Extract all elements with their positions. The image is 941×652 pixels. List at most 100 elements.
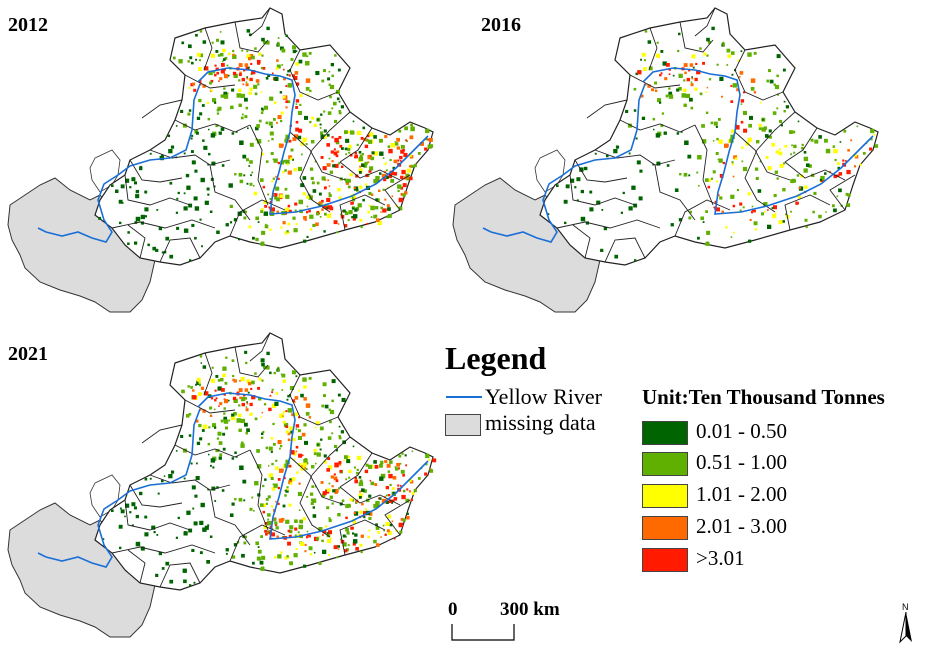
grain-density-pixel: [328, 408, 331, 411]
grain-density-pixel: [328, 530, 332, 535]
grain-density-pixel: [269, 131, 274, 136]
province-region: [539, 7, 879, 266]
grain-density-pixel: [118, 199, 123, 204]
grain-density-pixel: [228, 419, 231, 422]
grain-density-pixel: [655, 53, 660, 58]
grain-density-pixel: [211, 366, 214, 369]
grain-density-pixel: [288, 155, 293, 160]
grain-density-pixel: [678, 73, 683, 78]
grain-density-pixel: [750, 78, 756, 83]
grain-density-pixel: [403, 152, 408, 157]
grain-density-pixel: [221, 388, 225, 392]
grain-density-pixel: [271, 207, 275, 212]
grain-density-pixel: [338, 435, 341, 438]
grain-density-pixel: [329, 95, 332, 99]
grain-density-pixel: [196, 377, 201, 382]
grain-density-pixel: [125, 503, 130, 508]
grain-density-pixel: [305, 468, 308, 471]
grain-density-pixel: [213, 408, 216, 411]
grain-density-pixel: [354, 154, 358, 159]
grain-density-pixel: [316, 118, 319, 121]
grain-density-pixel: [289, 525, 294, 530]
grain-density-pixel: [326, 133, 330, 137]
grain-density-pixel: [260, 358, 265, 363]
grain-density-pixel: [233, 412, 237, 416]
grain-density-pixel: [338, 196, 342, 200]
county-border: [734, 49, 784, 101]
grain-density-pixel: [315, 462, 317, 465]
grain-density-pixel: [336, 97, 340, 101]
grain-density-pixel: [341, 147, 344, 150]
grain-density-pixel: [353, 511, 356, 515]
grain-density-pixel: [772, 111, 777, 115]
grain-density-pixel: [389, 158, 392, 162]
grain-density-pixel: [273, 371, 276, 375]
grain-density-pixel: [323, 394, 326, 398]
grain-density-pixel: [628, 206, 633, 211]
grain-density-pixel: [270, 152, 274, 155]
grain-density-pixel: [144, 215, 147, 218]
grain-density-pixel: [352, 532, 355, 535]
grain-density-pixel: [245, 106, 249, 110]
grain-density-pixel: [199, 218, 202, 221]
grain-density-pixel: [207, 442, 211, 446]
grain-density-pixel: [730, 194, 735, 199]
grain-density-pixel: [699, 47, 702, 50]
grain-density-pixel: [295, 375, 298, 378]
grain-density-pixel: [292, 49, 296, 54]
grain-density-pixel: [321, 199, 324, 203]
grain-density-pixel: [261, 411, 264, 414]
grain-density-pixel: [245, 83, 249, 87]
grain-density-pixel: [292, 216, 296, 220]
grain-density-pixel: [295, 50, 298, 53]
grain-density-pixel: [834, 158, 837, 162]
grain-density-pixel: [408, 165, 412, 168]
grain-density-pixel: [293, 75, 298, 80]
grain-density-pixel: [216, 486, 219, 489]
grain-density-pixel: [727, 54, 731, 58]
grain-density-pixel: [318, 192, 322, 196]
grain-density-pixel: [661, 112, 665, 115]
grain-density-pixel: [284, 187, 288, 191]
grain-density-pixel: [300, 153, 303, 156]
grain-density-pixel: [265, 223, 267, 226]
grain-density-pixel: [833, 208, 837, 213]
grain-density-pixel: [188, 528, 193, 533]
grain-density-pixel: [323, 69, 326, 73]
grain-density-pixel: [804, 218, 808, 222]
grain-density-pixel: [287, 69, 290, 73]
grain-density-pixel: [275, 186, 280, 191]
grain-density-pixel: [279, 143, 284, 148]
grain-density-pixel: [245, 66, 250, 71]
grain-density-pixel: [398, 522, 404, 528]
grain-density-pixel: [348, 151, 351, 154]
grain-density-pixel: [606, 154, 609, 158]
grain-density-pixel: [740, 103, 743, 105]
grain-density-pixel: [289, 478, 292, 481]
grain-density-pixel: [373, 504, 378, 509]
grain-density-pixel: [397, 184, 402, 189]
grain-density-pixel: [265, 497, 269, 501]
grain-density-pixel: [402, 193, 406, 197]
grain-density-pixel: [256, 556, 261, 561]
class-label: >3.01: [696, 546, 745, 570]
grain-density-pixel: [732, 83, 738, 88]
grain-density-pixel: [263, 525, 268, 529]
grain-density-pixel: [316, 452, 321, 457]
county-border: [339, 194, 386, 231]
grain-density-pixel: [393, 537, 396, 540]
grain-density-pixel: [402, 518, 406, 522]
grain-density-pixel: [668, 73, 671, 76]
grain-density-pixel: [706, 37, 710, 42]
grain-density-pixel: [280, 48, 283, 51]
grain-density-pixel: [401, 452, 404, 455]
grain-density-pixel: [222, 432, 226, 436]
grain-density-pixel: [769, 79, 774, 84]
grain-density-pixel: [329, 537, 332, 539]
grain-density-pixel: [352, 542, 356, 546]
grain-density-pixel: [249, 412, 253, 416]
grain-density-pixel: [274, 196, 278, 200]
grain-density-pixel: [320, 438, 323, 441]
grain-density-pixel: [260, 210, 263, 213]
grain-density-pixel: [219, 31, 222, 33]
